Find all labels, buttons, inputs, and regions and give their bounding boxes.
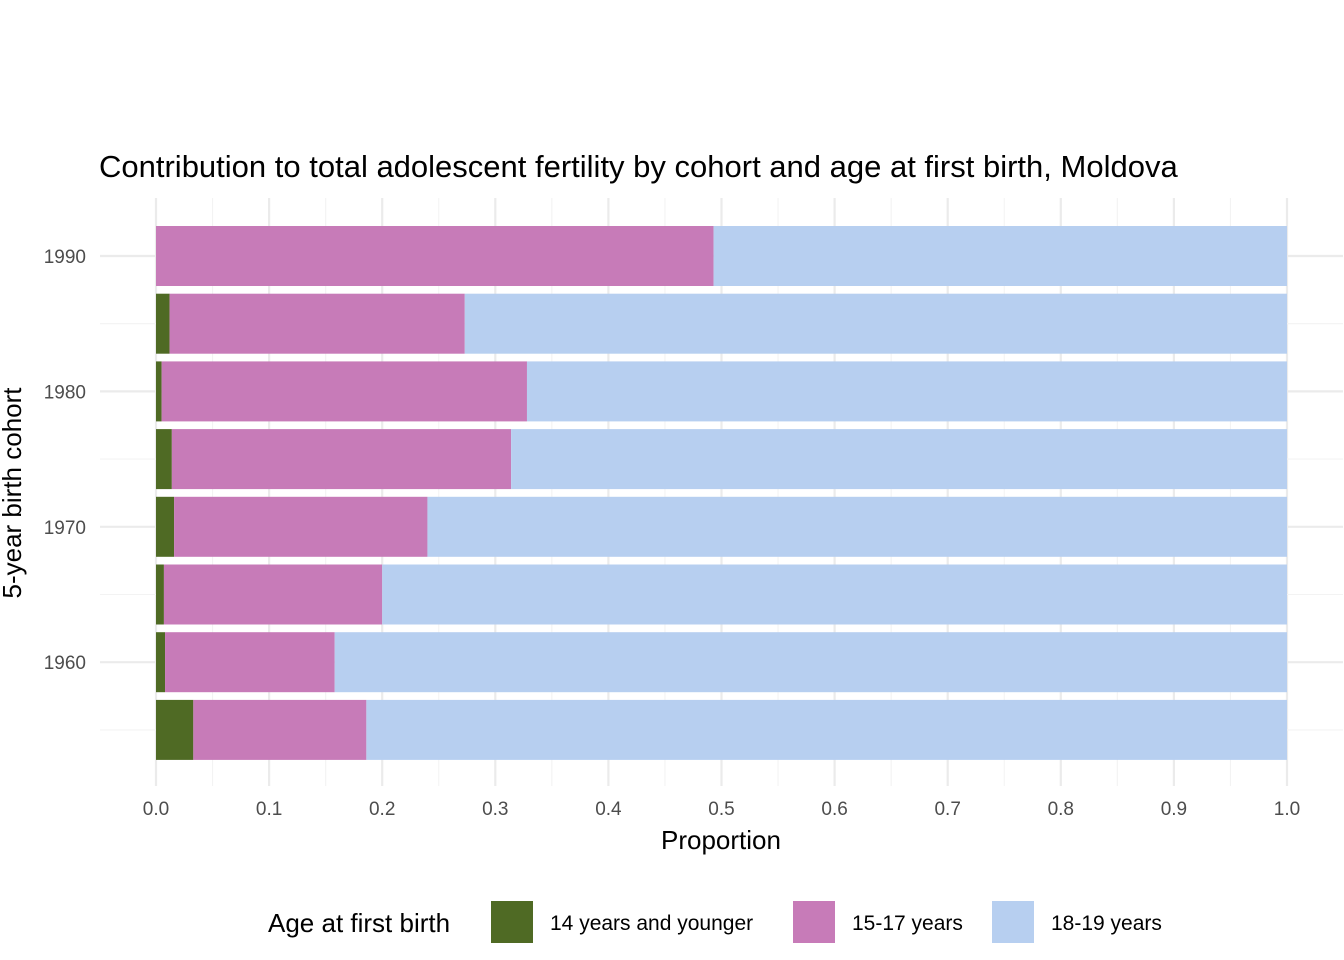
x-tick-label: 0.6	[821, 799, 847, 820]
legend-key-1	[793, 901, 835, 943]
legend-title: Age at first birth	[268, 908, 450, 938]
bar-1970-series-2	[427, 496, 1287, 557]
x-tick-label: 1.0	[1274, 799, 1300, 820]
bar-1980-series-0	[156, 361, 162, 422]
x-tick-label: 0.4	[595, 799, 622, 820]
x-tick-label: 0.9	[1161, 799, 1187, 820]
chart-title: Contribution to total adolescent fertili…	[99, 149, 1178, 184]
bar-1985-series-2	[464, 293, 1287, 354]
bar-1990-series-1	[156, 226, 714, 286]
y-tick-label: 1980	[44, 382, 86, 403]
x-tick-label: 0.8	[1048, 799, 1074, 820]
x-tick-label: 0.7	[934, 799, 960, 820]
grid	[100, 198, 1343, 786]
bar-1980-series-2	[526, 361, 1287, 422]
x-tick-label: 0.5	[708, 799, 734, 820]
bar-1970-series-1	[174, 496, 428, 557]
x-tick-label: 0.1	[256, 799, 282, 820]
y-tick-label: 1970	[44, 518, 86, 539]
bar-1955-series-2	[366, 699, 1288, 760]
bar-1975-series-0	[156, 429, 172, 490]
y-tick-label: 1960	[44, 653, 86, 674]
bar-1960-series-2	[334, 632, 1287, 693]
legend-label-1: 15-17 years	[852, 912, 963, 935]
legend-items: 14 years and younger 15-17 years 18-19 yea…	[491, 901, 1162, 943]
legend-key-2	[992, 901, 1034, 943]
x-axis-title: Proportion	[661, 825, 781, 855]
bar-1960-series-1	[165, 632, 335, 693]
x-axis-ticks: 0.0 0.1 0.2 0.3 0.4 0.5 0.6 0.7 0.8 0.9 1.0	[143, 799, 1300, 820]
legend: Age at first birth 14 years and younger 1…	[268, 901, 1162, 943]
legend-key-0	[491, 901, 533, 943]
bar-1990-series-2	[713, 226, 1287, 286]
bar-1965-series-0	[156, 564, 164, 625]
bar-1965-series-2	[382, 564, 1287, 625]
bar-1980-series-1	[161, 361, 527, 422]
bar-1985-series-1	[169, 293, 465, 354]
x-tick-label: 0.3	[482, 799, 508, 820]
bar-1955-series-1	[193, 699, 367, 760]
x-tick-label: 0.0	[143, 799, 169, 820]
bar-1970-series-0	[156, 496, 175, 557]
y-tick-label: 1990	[44, 247, 86, 268]
legend-label-0: 14 years and younger	[550, 912, 753, 935]
bar-1985-series-0	[156, 293, 170, 354]
x-tick-label: 0.2	[369, 799, 395, 820]
bar-1975-series-2	[511, 429, 1287, 490]
y-axis-title: 5-year birth cohort	[0, 387, 27, 599]
bars	[156, 226, 1288, 760]
bar-1975-series-1	[171, 429, 512, 490]
y-axis-ticks: 1960 1970 1980 1990	[44, 247, 86, 674]
bar-1955-series-0	[156, 699, 194, 760]
bar-1960-series-0	[156, 632, 166, 693]
bar-1965-series-1	[163, 564, 383, 625]
legend-label-2: 18-19 years	[1051, 912, 1162, 935]
